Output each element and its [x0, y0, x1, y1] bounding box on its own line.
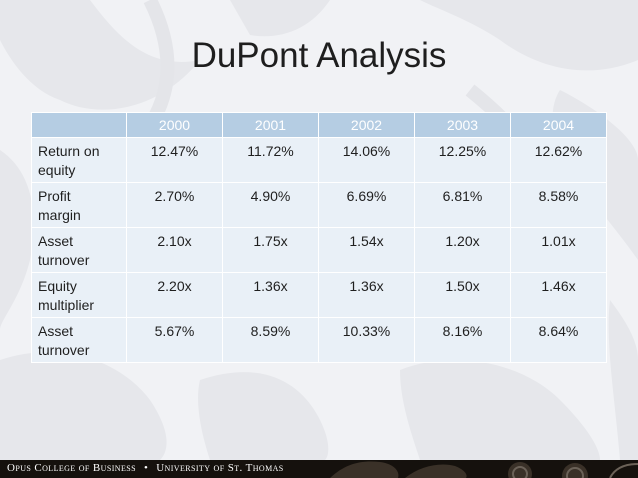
- value-cell: 1.36x: [222, 272, 319, 318]
- header-year-cell: 2004: [510, 112, 607, 138]
- row-label: Equity multiplier: [31, 272, 127, 318]
- value-cell: 2.10x: [126, 227, 223, 273]
- value-cell: 6.81%: [414, 182, 511, 228]
- header-row: 2000 2001 2002 2003 2004: [31, 112, 607, 138]
- value-cell: 10.33%: [318, 317, 415, 363]
- value-cell: 11.72%: [222, 137, 319, 183]
- row-label: Return on equity: [31, 137, 127, 183]
- value-cell: 1.46x: [510, 272, 607, 318]
- university-name: University of St. Thomas: [156, 462, 284, 474]
- header-year-cell: 2000: [126, 112, 223, 138]
- value-cell: 1.20x: [414, 227, 511, 273]
- row-label: Asset turnover: [31, 227, 127, 273]
- table-row: Return on equity 12.47% 11.72% 14.06% 12…: [31, 137, 607, 183]
- table-row: Equity multiplier 2.20x 1.36x 1.36x 1.50…: [31, 272, 607, 318]
- header-year-cell: 2001: [222, 112, 319, 138]
- value-cell: 8.59%: [222, 317, 319, 363]
- dupont-table: 2000 2001 2002 2003 2004 Return on equit…: [31, 112, 607, 363]
- row-label: Profit margin: [31, 182, 127, 228]
- value-cell: 4.90%: [222, 182, 319, 228]
- value-cell: 1.75x: [222, 227, 319, 273]
- row-label: Asset turnover: [31, 317, 127, 363]
- footer-bar: Opus College of Business • University of S…: [0, 460, 638, 478]
- value-cell: 1.54x: [318, 227, 415, 273]
- value-cell: 12.25%: [414, 137, 511, 183]
- value-cell: 1.01x: [510, 227, 607, 273]
- table-row: Asset turnover 5.67% 8.59% 10.33% 8.16% …: [31, 317, 607, 363]
- footer-decoration-art: [330, 461, 638, 478]
- value-cell: 8.58%: [510, 182, 607, 228]
- header-year-cell: 2002: [318, 112, 415, 138]
- header-corner-cell: [31, 112, 127, 138]
- footer-separator: •: [143, 462, 149, 474]
- value-cell: 1.50x: [414, 272, 511, 318]
- value-cell: 6.69%: [318, 182, 415, 228]
- college-name: Opus College of Business: [7, 462, 136, 474]
- table-row: Profit margin 2.70% 4.90% 6.69% 6.81% 8.…: [31, 182, 607, 228]
- value-cell: 8.16%: [414, 317, 511, 363]
- value-cell: 12.47%: [126, 137, 223, 183]
- value-cell: 2.20x: [126, 272, 223, 318]
- header-year-cell: 2003: [414, 112, 511, 138]
- table-row: Asset turnover 2.10x 1.75x 1.54x 1.20x 1…: [31, 227, 607, 273]
- value-cell: 8.64%: [510, 317, 607, 363]
- value-cell: 5.67%: [126, 317, 223, 363]
- slide-title: DuPont Analysis: [191, 36, 447, 75]
- value-cell: 2.70%: [126, 182, 223, 228]
- footer-text: Opus College of Business • University of S…: [7, 462, 284, 474]
- value-cell: 12.62%: [510, 137, 607, 183]
- value-cell: 1.36x: [318, 272, 415, 318]
- value-cell: 14.06%: [318, 137, 415, 183]
